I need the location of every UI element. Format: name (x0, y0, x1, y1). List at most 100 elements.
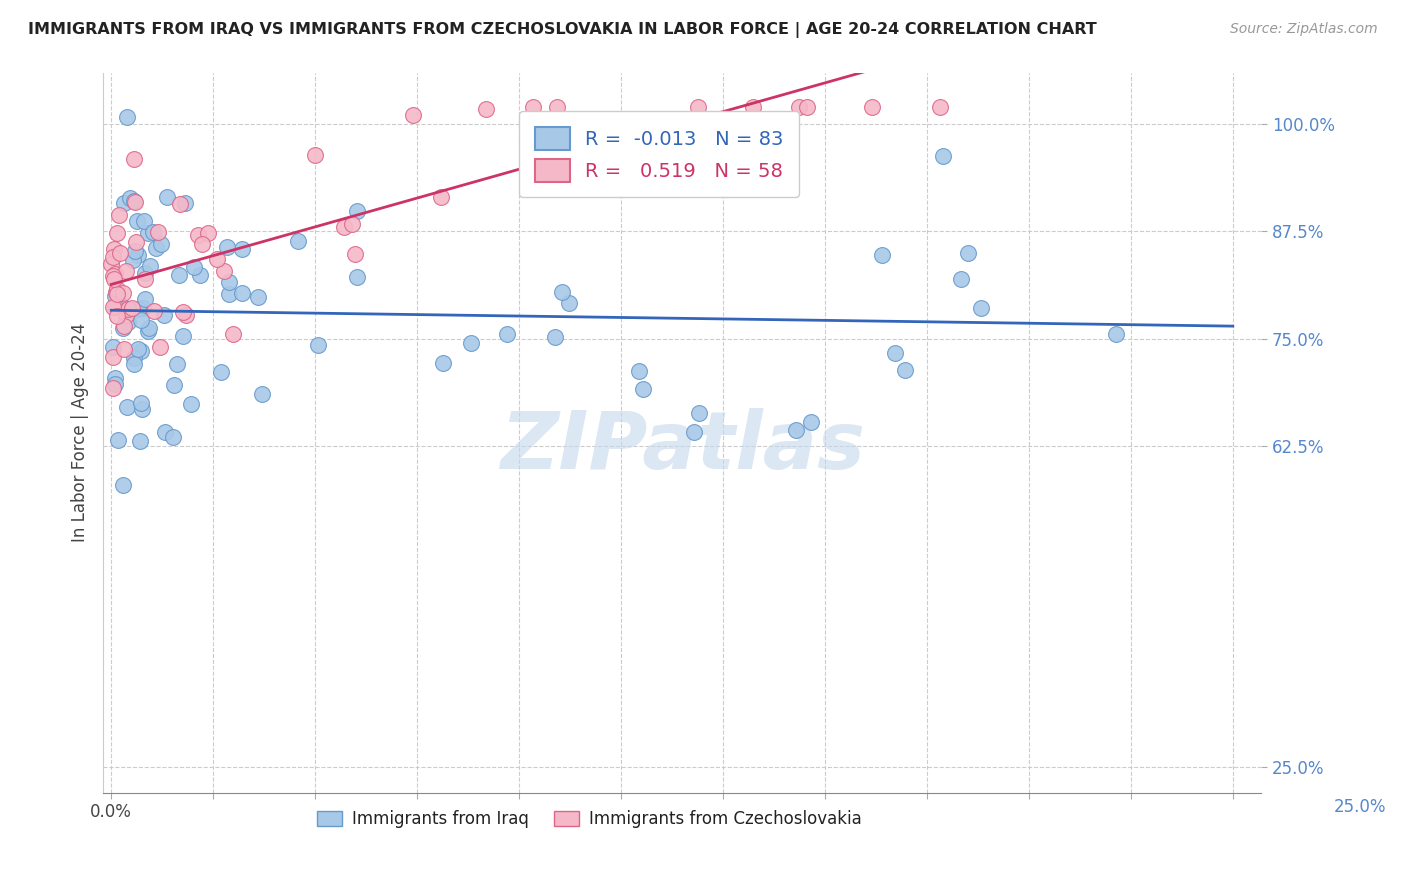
Text: ZIPatlas: ZIPatlas (499, 409, 865, 486)
Point (122, 357, 145, 371)
Point (252, 387, 274, 401)
Text: IMMIGRANTS FROM IRAQ VS IMMIGRANTS FROM CZECHOSLOVAKIA IN LABOR FORCE | AGE 20-2: IMMIGRANTS FROM IRAQ VS IMMIGRANTS FROM … (28, 22, 1097, 38)
Point (128, 342, 150, 356)
Point (152, 308, 174, 322)
Point (117, 301, 139, 316)
Point (103, 350, 125, 364)
Point (112, 342, 135, 356)
Point (627, 364, 650, 378)
Point (112, 478, 135, 492)
Point (104, 300, 127, 314)
Point (104, 268, 127, 282)
Point (894, 363, 917, 377)
Point (287, 234, 309, 248)
Point (222, 327, 245, 342)
Point (460, 335, 482, 350)
Point (340, 218, 363, 232)
Point (474, 102, 496, 116)
Point (139, 259, 162, 273)
Point (124, 244, 146, 258)
Point (115, 264, 138, 278)
Text: 25.0%: 25.0% (1334, 798, 1386, 816)
Point (172, 328, 194, 343)
Point (174, 195, 197, 210)
Point (231, 286, 253, 301)
Point (101, 340, 124, 354)
Y-axis label: In Labor Force | Age 20-24: In Labor Force | Age 20-24 (72, 323, 89, 542)
Point (686, 100, 709, 114)
Point (536, 163, 558, 178)
Point (162, 430, 184, 444)
Point (544, 330, 567, 344)
Point (163, 378, 186, 392)
Point (101, 381, 124, 395)
Point (209, 365, 232, 379)
Point (149, 340, 172, 354)
Point (218, 275, 240, 289)
Point (149, 237, 172, 252)
Point (344, 247, 367, 261)
Point (156, 189, 179, 203)
Point (122, 351, 145, 365)
Point (107, 434, 129, 448)
Point (121, 252, 143, 267)
Point (101, 300, 124, 314)
Point (787, 100, 810, 114)
Point (145, 241, 167, 255)
Point (110, 298, 132, 312)
Point (860, 100, 883, 114)
Point (929, 100, 952, 114)
Point (105, 309, 128, 323)
Point (134, 272, 156, 286)
Point (537, 155, 560, 169)
Point (105, 285, 128, 299)
Point (112, 196, 135, 211)
Point (111, 321, 134, 335)
Point (683, 425, 706, 439)
Point (402, 108, 425, 122)
Point (108, 208, 131, 222)
Point (155, 425, 177, 439)
Point (124, 194, 146, 209)
Point (110, 246, 132, 260)
Point (129, 343, 152, 358)
Point (307, 337, 329, 351)
Point (218, 287, 240, 301)
Point (247, 290, 270, 304)
Point (138, 321, 160, 335)
Point (742, 100, 765, 114)
Point (136, 324, 159, 338)
Point (496, 326, 519, 341)
Point (957, 245, 980, 260)
Point (517, 127, 540, 141)
Point (115, 400, 138, 414)
Point (103, 272, 125, 286)
Point (117, 315, 139, 329)
Point (430, 189, 453, 203)
Point (1105, 327, 1128, 342)
Point (558, 296, 581, 310)
Point (148, 225, 170, 239)
Point (932, 149, 955, 163)
Point (346, 270, 368, 285)
Point (129, 313, 152, 327)
Point (118, 191, 141, 205)
Point (125, 235, 148, 249)
Point (188, 268, 211, 283)
Point (103, 242, 125, 256)
Point (128, 434, 150, 448)
Text: Source: ZipAtlas.com: Source: ZipAtlas.com (1230, 22, 1378, 37)
Point (114, 309, 136, 323)
Point (231, 242, 253, 256)
Point (346, 203, 368, 218)
Point (551, 285, 574, 300)
Point (212, 264, 235, 278)
Point (104, 376, 127, 391)
Point (131, 402, 153, 417)
Point (796, 100, 818, 114)
Point (134, 292, 156, 306)
Legend: Immigrants from Iraq, Immigrants from Czechoslovakia: Immigrants from Iraq, Immigrants from Cz… (311, 804, 869, 835)
Point (688, 406, 710, 420)
Point (949, 271, 972, 285)
Point (167, 268, 190, 282)
